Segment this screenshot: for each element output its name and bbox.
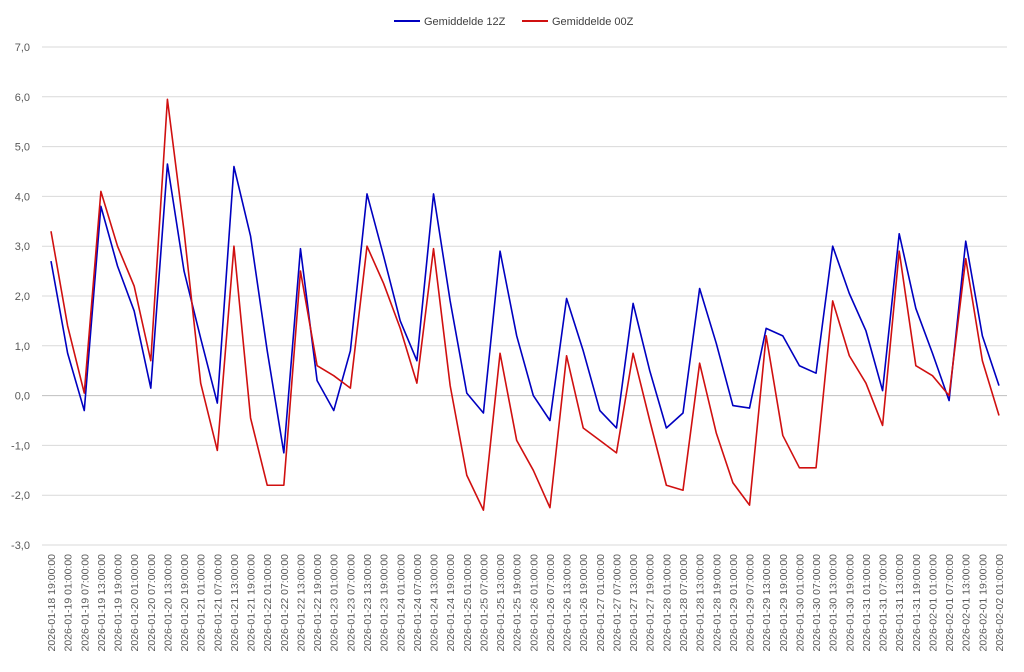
x-tick-label: 2026-01-24 01:00:00 — [395, 554, 407, 652]
gridlines — [42, 46, 1007, 546]
x-tick-label: 2026-01-30 07:00:00 — [811, 554, 823, 652]
x-tick-label: 2026-01-21 07:00:00 — [212, 554, 224, 652]
x-tick-label: 2026-02-01 01:00:00 — [927, 554, 939, 652]
x-tick-label: 2026-01-22 01:00:00 — [262, 554, 274, 652]
x-tick-label: 2026-01-20 01:00:00 — [129, 554, 141, 652]
legend-label: Gemiddelde 00Z — [552, 16, 634, 28]
y-tick-label: 5,0 — [15, 142, 30, 154]
x-tick-label: 2026-01-22 13:00:00 — [295, 554, 307, 652]
series-line-00z — [50, 98, 1000, 511]
x-tick-label: 2026-01-30 01:00:00 — [794, 554, 806, 652]
x-tick-label: 2026-01-26 19:00:00 — [578, 554, 590, 652]
y-tick-label: -2,0 — [11, 490, 30, 502]
y-tick-label: 4,0 — [15, 191, 30, 203]
x-tick-label: 2026-01-20 19:00:00 — [179, 554, 191, 652]
x-tick-label: 2026-02-01 19:00:00 — [977, 554, 989, 652]
y-tick-label: 1,0 — [15, 341, 30, 353]
x-axis-ticks: 2026-01-18 19:00:00 2026-01-19 01:00:00 20… — [46, 554, 1006, 652]
x-tick-label: 2026-01-22 07:00:00 — [279, 554, 291, 652]
x-tick-label: 2026-01-28 07:00:00 — [678, 554, 690, 652]
x-tick-label: 2026-01-26 01:00:00 — [528, 554, 540, 652]
x-tick-label: 2026-01-27 07:00:00 — [611, 554, 623, 652]
x-tick-label: 2026-02-01 07:00:00 — [944, 554, 956, 652]
x-tick-label: 2026-01-29 19:00:00 — [778, 554, 790, 652]
x-tick-label: 2026-01-23 07:00:00 — [345, 554, 357, 652]
x-tick-label: 2026-01-28 19:00:00 — [711, 554, 723, 652]
x-tick-label: 2026-01-25 13:00:00 — [495, 554, 507, 652]
legend: Gemiddelde 12Z Gemiddelde 00Z — [394, 16, 634, 28]
x-tick-label: 2026-01-27 01:00:00 — [595, 554, 607, 652]
x-tick-label: 2026-01-29 07:00:00 — [745, 554, 757, 652]
y-tick-label: -3,0 — [11, 540, 30, 552]
x-tick-label: 2026-01-26 07:00:00 — [545, 554, 557, 652]
x-tick-label: 2026-01-23 13:00:00 — [362, 554, 374, 652]
x-tick-label: 2026-01-31 07:00:00 — [878, 554, 890, 652]
y-tick-label: 3,0 — [15, 241, 30, 253]
y-tick-label: -1,0 — [11, 440, 30, 452]
x-tick-label: 2026-01-28 01:00:00 — [661, 554, 673, 652]
x-tick-label: 2026-01-24 13:00:00 — [429, 554, 441, 652]
x-tick-label: 2026-01-24 07:00:00 — [412, 554, 424, 652]
x-tick-label: 2026-01-21 13:00:00 — [229, 554, 241, 652]
series-lines — [50, 98, 1000, 511]
x-tick-label: 2026-01-22 19:00:00 — [312, 554, 324, 652]
x-tick-label: 2026-01-26 13:00:00 — [562, 554, 574, 652]
x-tick-label: 2026-02-02 01:00:00 — [994, 554, 1006, 652]
series-line-12z — [50, 163, 1000, 454]
x-tick-label: 2026-01-25 19:00:00 — [512, 554, 524, 652]
y-axis-ticks: -3,0 -2,0 -1,0 0,0 1,0 2,0 3,0 4,0 5,0 6,0 7,0 — [11, 42, 30, 552]
x-tick-label: 2026-01-31 13:00:00 — [894, 554, 906, 652]
x-tick-label: 2026-01-23 01:00:00 — [329, 554, 341, 652]
x-tick-label: 2026-01-19 19:00:00 — [113, 554, 125, 652]
x-tick-label: 2026-01-31 01:00:00 — [861, 554, 873, 652]
legend-label: Gemiddelde 12Z — [424, 16, 506, 28]
x-tick-label: 2026-01-27 13:00:00 — [628, 554, 640, 652]
x-tick-label: 2026-01-30 13:00:00 — [828, 554, 840, 652]
x-tick-label: 2026-01-21 01:00:00 — [196, 554, 208, 652]
x-tick-label: 2026-01-30 19:00:00 — [844, 554, 856, 652]
x-tick-label: 2026-01-28 13:00:00 — [695, 554, 707, 652]
y-tick-label: 7,0 — [15, 42, 30, 54]
x-tick-label: 2026-01-23 19:00:00 — [379, 554, 391, 652]
x-tick-label: 2026-01-27 19:00:00 — [645, 554, 657, 652]
x-tick-label: 2026-01-20 13:00:00 — [162, 554, 174, 652]
x-tick-label: 2026-01-21 19:00:00 — [246, 554, 258, 652]
x-tick-label: 2026-01-19 13:00:00 — [96, 554, 108, 652]
x-tick-label: 2026-01-18 19:00:00 — [46, 554, 58, 652]
x-tick-label: 2026-01-29 13:00:00 — [761, 554, 773, 652]
x-tick-label: 2026-01-25 07:00:00 — [478, 554, 490, 652]
x-tick-label: 2026-02-01 13:00:00 — [961, 554, 973, 652]
y-tick-label: 6,0 — [15, 92, 30, 104]
x-tick-label: 2026-01-29 01:00:00 — [728, 554, 740, 652]
x-tick-label: 2026-01-31 19:00:00 — [911, 554, 923, 652]
x-tick-label: 2026-01-20 07:00:00 — [146, 554, 158, 652]
x-tick-label: 2026-01-19 01:00:00 — [63, 554, 75, 652]
x-tick-label: 2026-01-24 19:00:00 — [445, 554, 457, 652]
x-tick-label: 2026-01-19 07:00:00 — [79, 554, 91, 652]
y-tick-label: 0,0 — [15, 391, 30, 403]
y-tick-label: 2,0 — [15, 291, 30, 303]
x-tick-label: 2026-01-25 01:00:00 — [462, 554, 474, 652]
